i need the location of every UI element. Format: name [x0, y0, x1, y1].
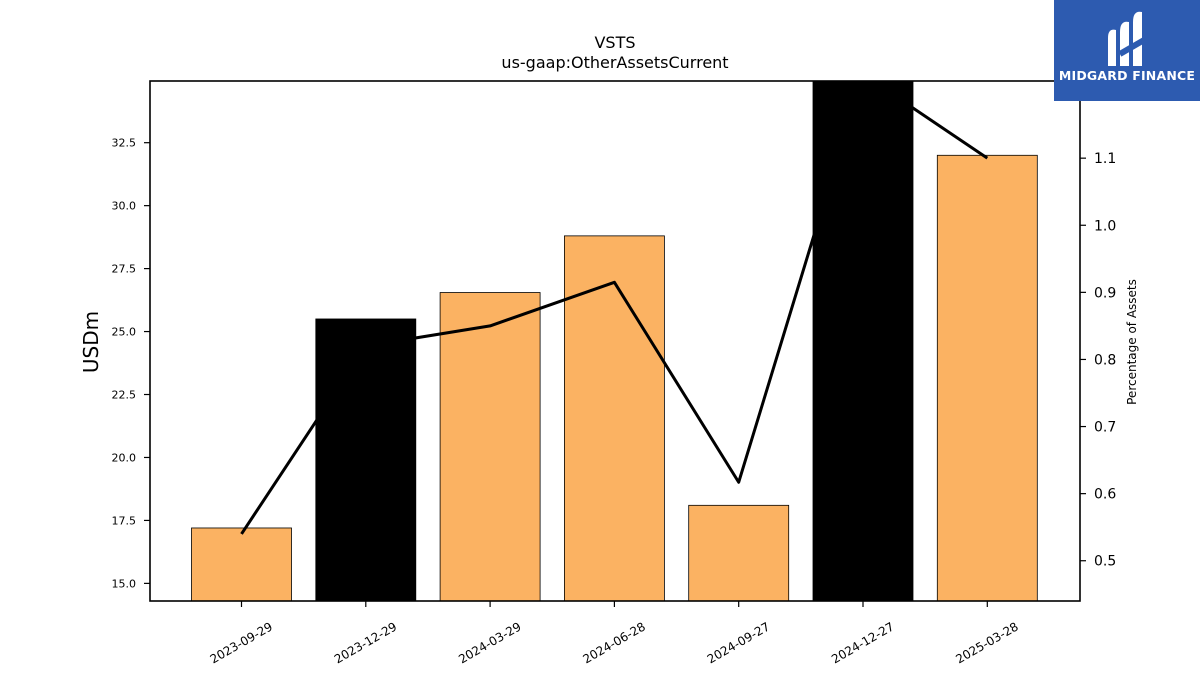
- bar-2023-12-29: [315, 318, 417, 601]
- y2-tick-label: 0.6: [1094, 487, 1116, 503]
- y2-tick-label: 0.7: [1094, 420, 1116, 436]
- logo: MIDGARD FINANCE: [1054, 0, 1200, 101]
- x-tick-label: 2024-06-28: [580, 619, 647, 666]
- chart-title: VSTS: [594, 33, 635, 52]
- x-tick-label: 2023-09-29: [208, 619, 275, 666]
- y-tick-label: 17.5: [112, 514, 137, 527]
- x-tick-label: 2025-03-28: [953, 619, 1020, 666]
- y2-tick-label: 1.0: [1094, 218, 1116, 234]
- bar-2024-09-27: [688, 504, 790, 601]
- y2-tick-label: 1.1: [1094, 151, 1116, 167]
- midgard-logo-icon: [1108, 11, 1146, 66]
- y-tick-label: 32.5: [112, 137, 137, 150]
- bar-2024-12-27: [812, 81, 914, 601]
- x-tick-label: 2024-09-27: [705, 619, 772, 666]
- y-tick-label: 22.5: [112, 389, 137, 402]
- y-tick-label: 20.0: [112, 451, 137, 464]
- bars-layer: [191, 81, 1038, 601]
- bar-2025-03-28: [936, 154, 1038, 601]
- chart-subtitle: us-gaap:OtherAssetsCurrent: [501, 53, 728, 72]
- y-axis-label: USDm: [79, 311, 103, 373]
- y2-tick-label: 0.8: [1094, 352, 1116, 368]
- x-tick-label: 2024-12-27: [829, 619, 896, 666]
- line-layer: [240, 81, 989, 535]
- y2-tick-label: 0.9: [1094, 285, 1116, 301]
- y2-tick-label: 0.5: [1094, 554, 1116, 570]
- bar-2024-03-29: [439, 292, 541, 601]
- line-series-percentage: [240, 81, 989, 535]
- bar-2024-06-28: [564, 235, 665, 601]
- x-tick-label: 2023-12-29: [332, 619, 399, 666]
- bar-2023-09-29: [191, 527, 292, 601]
- y2-axis-label: Percentage of Assets: [1125, 279, 1139, 405]
- x-tick-label: 2024-03-29: [456, 619, 523, 666]
- y-tick-label: 15.0: [112, 577, 137, 590]
- y-tick-label: 25.0: [112, 326, 137, 339]
- y-tick-label: 27.5: [112, 263, 137, 276]
- y-tick-label: 30.0: [112, 200, 137, 213]
- logo-text: MIDGARD FINANCE: [1058, 68, 1196, 83]
